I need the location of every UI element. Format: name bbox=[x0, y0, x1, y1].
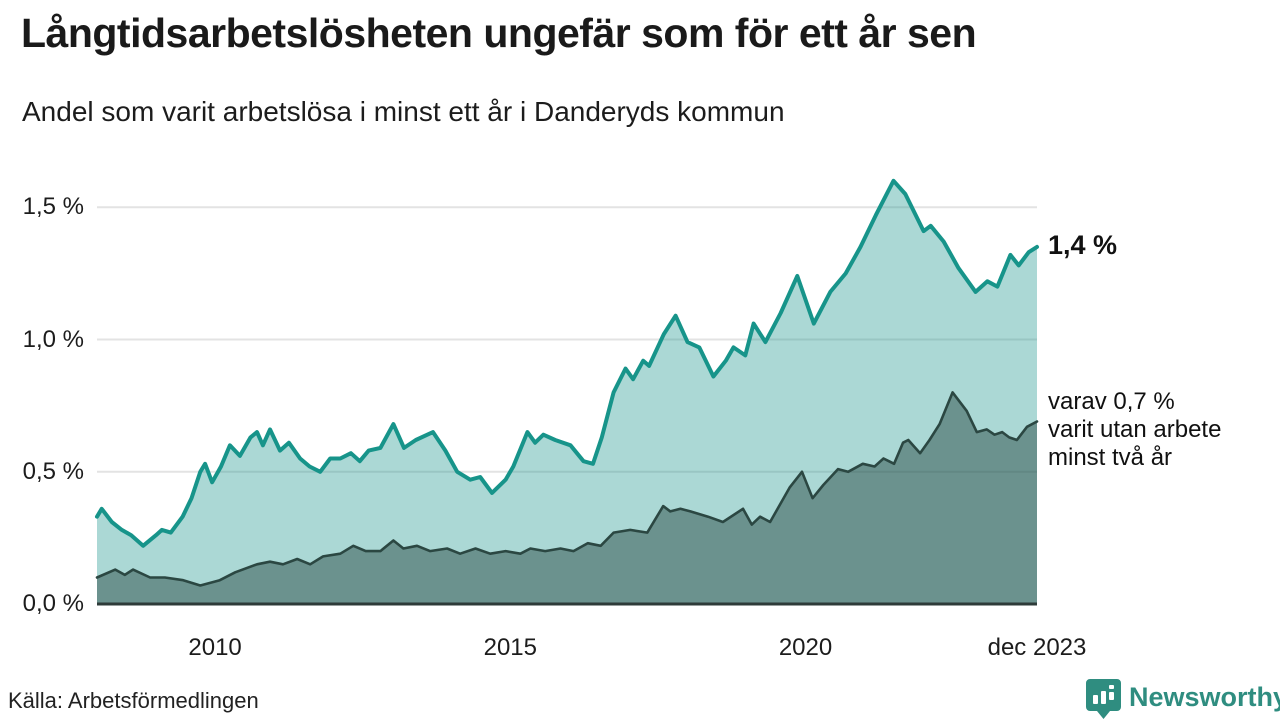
chart-subtitle: Andel som varit arbetslösa i minst ett å… bbox=[22, 96, 785, 127]
logo-bar-2 bbox=[1101, 691, 1106, 704]
x-tick-label: 2020 bbox=[778, 634, 833, 661]
chart-title: Långtidsarbetslösheten ungefär som för e… bbox=[21, 10, 977, 56]
annotation-line: minst två år bbox=[1048, 444, 1173, 471]
newsworthy-logo: Newsworthy bbox=[1085, 678, 1280, 720]
source-note: Källa: Arbetsförmedlingen bbox=[8, 688, 259, 713]
annotation-line: varit utan arbete bbox=[1048, 416, 1222, 443]
y-tick-label: 1,0 % bbox=[22, 325, 84, 353]
x-tick-label: 2015 bbox=[483, 634, 537, 661]
annotation-line: varav 0,7 % bbox=[1048, 388, 1175, 415]
y-tick-label: 0,0 % bbox=[22, 590, 84, 617]
series-area-minst-ett-ar bbox=[97, 180, 1037, 605]
x-tick-label: dec 2023 bbox=[987, 634, 1087, 661]
newsworthy-wordmark: Newsworthy bbox=[1129, 682, 1280, 712]
end-value-annotation: 1,4 % bbox=[1048, 230, 1118, 260]
series-area-minst-tva-ar bbox=[97, 392, 1037, 604]
x-tick-label: 2010 bbox=[188, 634, 242, 661]
newsworthy-logo-icon bbox=[1086, 679, 1121, 719]
second-series-annotation: varav 0,7 % varit utan arbete minst två år bbox=[1048, 388, 1273, 472]
logo-exclamation-dot bbox=[1109, 685, 1114, 689]
y-tick-label: 0,5 % bbox=[22, 457, 84, 485]
series-line-minst-tva-ar bbox=[95, 391, 1039, 587]
logo-bar-3 bbox=[1109, 692, 1114, 700]
logo-bar-1 bbox=[1093, 695, 1098, 704]
y-tick-label: 1,5 % bbox=[22, 193, 84, 221]
series-line-minst-ett-ar bbox=[95, 178, 1039, 548]
